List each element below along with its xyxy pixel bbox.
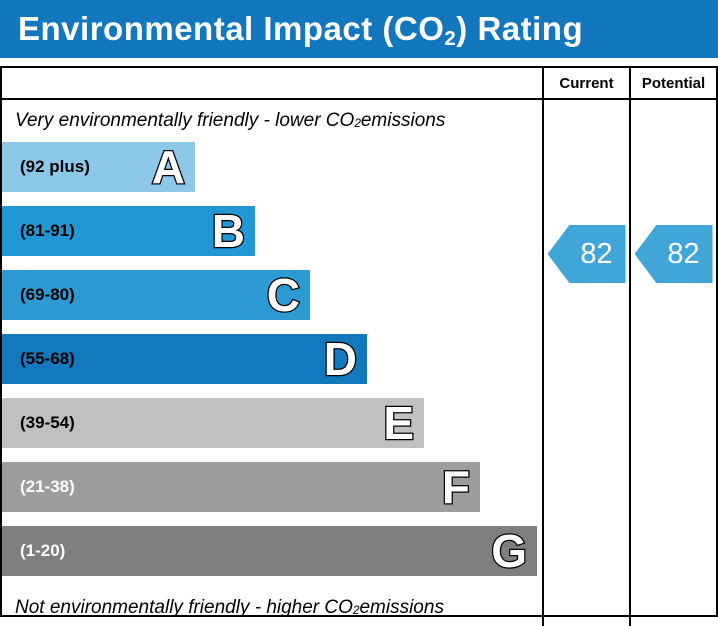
rating-scale-column: Very environmentally friendly - lower CO…: [2, 68, 542, 626]
band-a-letter: A: [151, 141, 187, 193]
current-rating-value: 82: [580, 237, 613, 270]
band-f-letter: F: [441, 461, 472, 513]
band-b-letter: B: [211, 205, 247, 257]
band-g-range-label: (1-20): [20, 541, 66, 560]
band-a: (92 plus) A: [2, 142, 195, 192]
potential-column-header: Potential: [631, 68, 716, 100]
band-d: (55-68) D: [2, 334, 367, 384]
potential-rating-arrow: 82: [634, 225, 713, 283]
band-c-letter: C: [266, 269, 302, 321]
current-rating-arrow: 82: [547, 225, 626, 283]
band-d-letter: D: [323, 333, 359, 385]
band-e-letter: E: [382, 397, 415, 449]
band-d-range-label: (55-68): [20, 349, 75, 368]
band-c: (69-80) C: [2, 270, 310, 320]
band-c-range-label: (69-80): [20, 285, 75, 304]
band-f: (21-38) F: [2, 462, 480, 512]
caption-top: Very environmentally friendly - lower CO…: [15, 110, 446, 131]
band-b: (81-91) B: [2, 206, 255, 256]
chart-header-spacer: [2, 68, 542, 100]
potential-rating-value: 82: [667, 237, 700, 270]
potential-column-body: 82: [631, 100, 716, 626]
potential-column: Potential 82: [629, 68, 716, 626]
band-a-range-label: (92 plus): [20, 157, 90, 176]
band-b-range-label: (81-91): [20, 221, 75, 240]
band-g: (1-20) G: [2, 526, 537, 576]
current-column-header: Current: [544, 68, 629, 100]
epc-rating-table: Very environmentally friendly - lower CO…: [0, 66, 718, 626]
current-column-body: 82: [544, 100, 629, 626]
band-g-letter: G: [490, 525, 528, 577]
title-bar: Environmental Impact (CO2) Rating: [0, 0, 718, 58]
current-column: Current 82: [542, 68, 629, 626]
band-f-range-label: (21-38): [20, 477, 75, 496]
caption-bottom: Not environmentally friendly - higher CO…: [15, 597, 444, 618]
rating-scale-body: Very environmentally friendly - lower CO…: [2, 100, 542, 626]
page-title: Environmental Impact (CO2) Rating: [18, 10, 584, 50]
band-e: (39-54) E: [2, 398, 424, 448]
band-e-range-label: (39-54): [20, 413, 75, 432]
